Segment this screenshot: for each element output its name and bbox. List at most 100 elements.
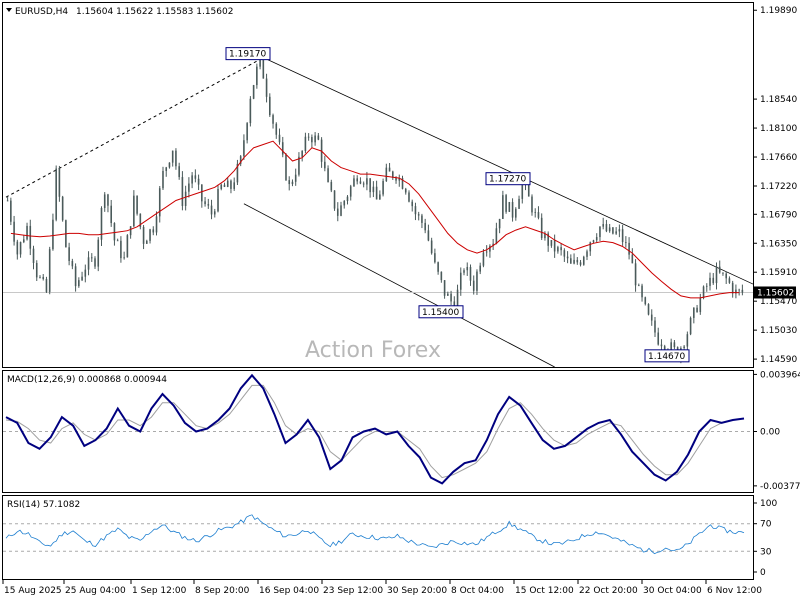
price-annotation-label: 1.14670 [648,352,685,362]
candle-body [566,256,569,259]
candle-body [201,184,203,202]
price-tick-label: 1.15470 [760,297,797,307]
channel-upper-line [263,57,754,285]
candle-body [210,205,213,215]
candle-body [576,259,579,263]
candle-body [573,259,575,264]
candle-body [35,263,38,278]
rsi-tick-label: 100 [760,499,777,509]
candle-body [129,226,132,236]
price-tick-label: 1.15910 [760,268,797,278]
candle-body [353,178,355,187]
candle-body [233,182,235,189]
candle-body [116,240,119,242]
candle-body [191,175,193,184]
candle-body [686,334,689,347]
x-tick-label: 6 Nov 12:00 [707,586,762,596]
ohlc-label: 1.15604 1.15622 1.15583 1.15602 [76,7,233,17]
candle-body [74,266,77,287]
candle-body [456,289,459,313]
candle-body [239,156,242,164]
candle-body [618,229,621,232]
price-annotations: 1.19170 1.17270 1.15400 1.14670 1.15602 [225,47,796,363]
candle-body [100,208,103,240]
candle-body [479,265,481,272]
candle-body [58,168,61,197]
price-tick-label: 1.18540 [760,95,797,105]
candle-body [133,195,135,227]
candle-body [97,239,100,267]
candle-body [317,135,320,140]
rsi-tick-label: 70 [760,520,772,530]
candle-body [395,177,397,181]
candle-body [602,224,604,227]
candle-body [294,174,297,182]
candle-body [459,272,462,290]
candle-body [181,177,184,206]
macd-tick-label: 0.00 [760,428,780,438]
price-annotation-box [225,47,271,61]
candle-body [366,178,368,185]
candle-body [285,154,287,181]
candle-body [683,346,685,349]
candle-body [443,280,446,296]
x-tick-label: 8 Sep 20:00 [195,586,250,596]
candle-body [39,276,41,278]
candle-body [586,251,588,257]
x-tick-label: 23 Sep 12:00 [323,586,383,596]
candle-body [505,195,507,212]
x-tick-label: 1 Sep 12:00 [132,586,187,596]
candle-body [61,196,64,221]
candle-body [404,188,407,193]
candle-body [388,167,391,172]
candle-body [226,180,229,187]
candle-body [165,167,168,171]
candle-body [184,191,187,206]
rsi-tick-label: 0 [760,568,766,578]
macd-tick-label: -0.003774 [760,482,800,492]
candle-body [705,285,708,287]
candle-body [26,225,28,240]
candle-body [336,208,339,216]
candle-body [288,180,291,185]
candle-body [392,171,394,178]
candle-body [644,297,647,305]
candle-body [16,241,19,255]
candle-body [29,225,32,249]
candle-body [437,262,439,272]
price-tick-label: 1.19890 [760,6,797,16]
candle-body [243,140,245,157]
candle-body [518,198,520,209]
candle-body [162,170,164,189]
candle-body [466,266,469,271]
candle-body [291,181,294,185]
candle-body [463,270,465,273]
candle-body [427,230,430,241]
candle-body [508,202,511,212]
x-tick-label: 30 Oct 04:00 [643,586,702,596]
candle-body [194,175,197,179]
candle-body [531,196,533,213]
candle-body [113,223,116,241]
candle-body [142,226,145,244]
price-annotation-label: 1.17270 [489,175,526,185]
x-axis: 15 Aug 2025 25 Aug 04:00 1 Sep 12:00 8 Sep … [2,580,762,596]
candle-body [495,228,498,244]
rsi-line [5,514,745,555]
candle-body [307,136,310,138]
watermark: Action Forex [305,338,441,363]
candle-body [718,266,721,273]
candle-body [638,285,640,287]
candle-body [136,195,138,214]
candle-body [175,150,177,167]
price-tick-label: 1.15030 [760,326,797,336]
candle-body [55,168,57,220]
price-tick-label: 1.14590 [760,355,797,365]
candle-body [502,195,504,219]
candle-body [379,194,381,200]
candle-body [385,167,388,182]
price-annotation-label: 1.15400 [422,308,459,318]
candle-body [32,248,35,264]
candle-body [375,186,378,200]
symbol-header: EURUSD,H4 1.15604 1.15622 1.15583 1.1560… [6,7,233,17]
